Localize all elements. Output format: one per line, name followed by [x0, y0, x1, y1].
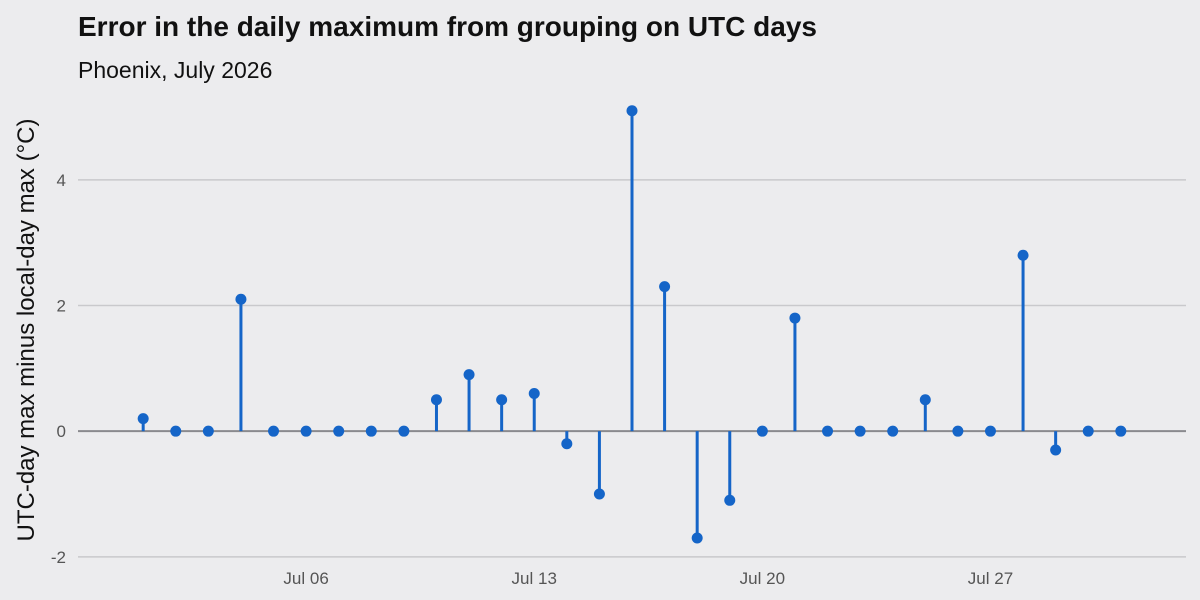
- y-tick-label: 4: [57, 171, 66, 190]
- x-tick-labels: Jul 06 Jul 13 Jul 20 Jul 27: [283, 569, 1013, 588]
- data-point: [170, 425, 182, 437]
- data-point: [724, 494, 736, 506]
- x-tick-label: Jul 06: [283, 569, 328, 588]
- data-point: [1050, 444, 1062, 456]
- data-point: [463, 369, 475, 381]
- data-point: [984, 425, 996, 437]
- chart-title: Error in the daily maximum from grouping…: [78, 11, 817, 42]
- chart-subtitle: Phoenix, July 2026: [78, 57, 272, 83]
- x-tick-label: Jul 20: [740, 569, 785, 588]
- x-tick-label: Jul 13: [512, 569, 557, 588]
- data-point: [691, 532, 703, 544]
- data-point: [430, 394, 442, 406]
- data-point: [822, 425, 834, 437]
- data-point: [528, 387, 540, 399]
- data-point: [496, 394, 508, 406]
- y-tick-labels: -2 0 2 4: [51, 171, 66, 567]
- data-point: [398, 425, 410, 437]
- data-point: [235, 293, 247, 305]
- y-axis-label: UTC-day max minus local-day max (°C): [13, 118, 40, 541]
- data-point: [561, 438, 573, 450]
- data-point: [919, 394, 931, 406]
- x-tick-label: Jul 27: [968, 569, 1013, 588]
- data-point: [789, 312, 801, 324]
- data-point: [300, 425, 312, 437]
- data-point: [1115, 425, 1127, 437]
- data-point: [268, 425, 280, 437]
- data-point: [1082, 425, 1094, 437]
- data-point: [887, 425, 899, 437]
- data-point: [756, 425, 768, 437]
- y-tick-label: 0: [57, 422, 66, 441]
- data-point: [952, 425, 964, 437]
- data-point: [626, 105, 638, 117]
- data-point: [659, 281, 671, 293]
- data-point: [593, 488, 605, 500]
- data-point: [202, 425, 214, 437]
- lollipop-stems: [141, 110, 1058, 539]
- data-point: [365, 425, 377, 437]
- data-points: [137, 105, 1127, 544]
- data-point: [854, 425, 866, 437]
- y-tick-label: -2: [51, 548, 66, 567]
- data-point: [333, 425, 345, 437]
- data-point: [1017, 249, 1029, 261]
- y-tick-label: 2: [57, 297, 66, 316]
- data-point: [137, 413, 149, 425]
